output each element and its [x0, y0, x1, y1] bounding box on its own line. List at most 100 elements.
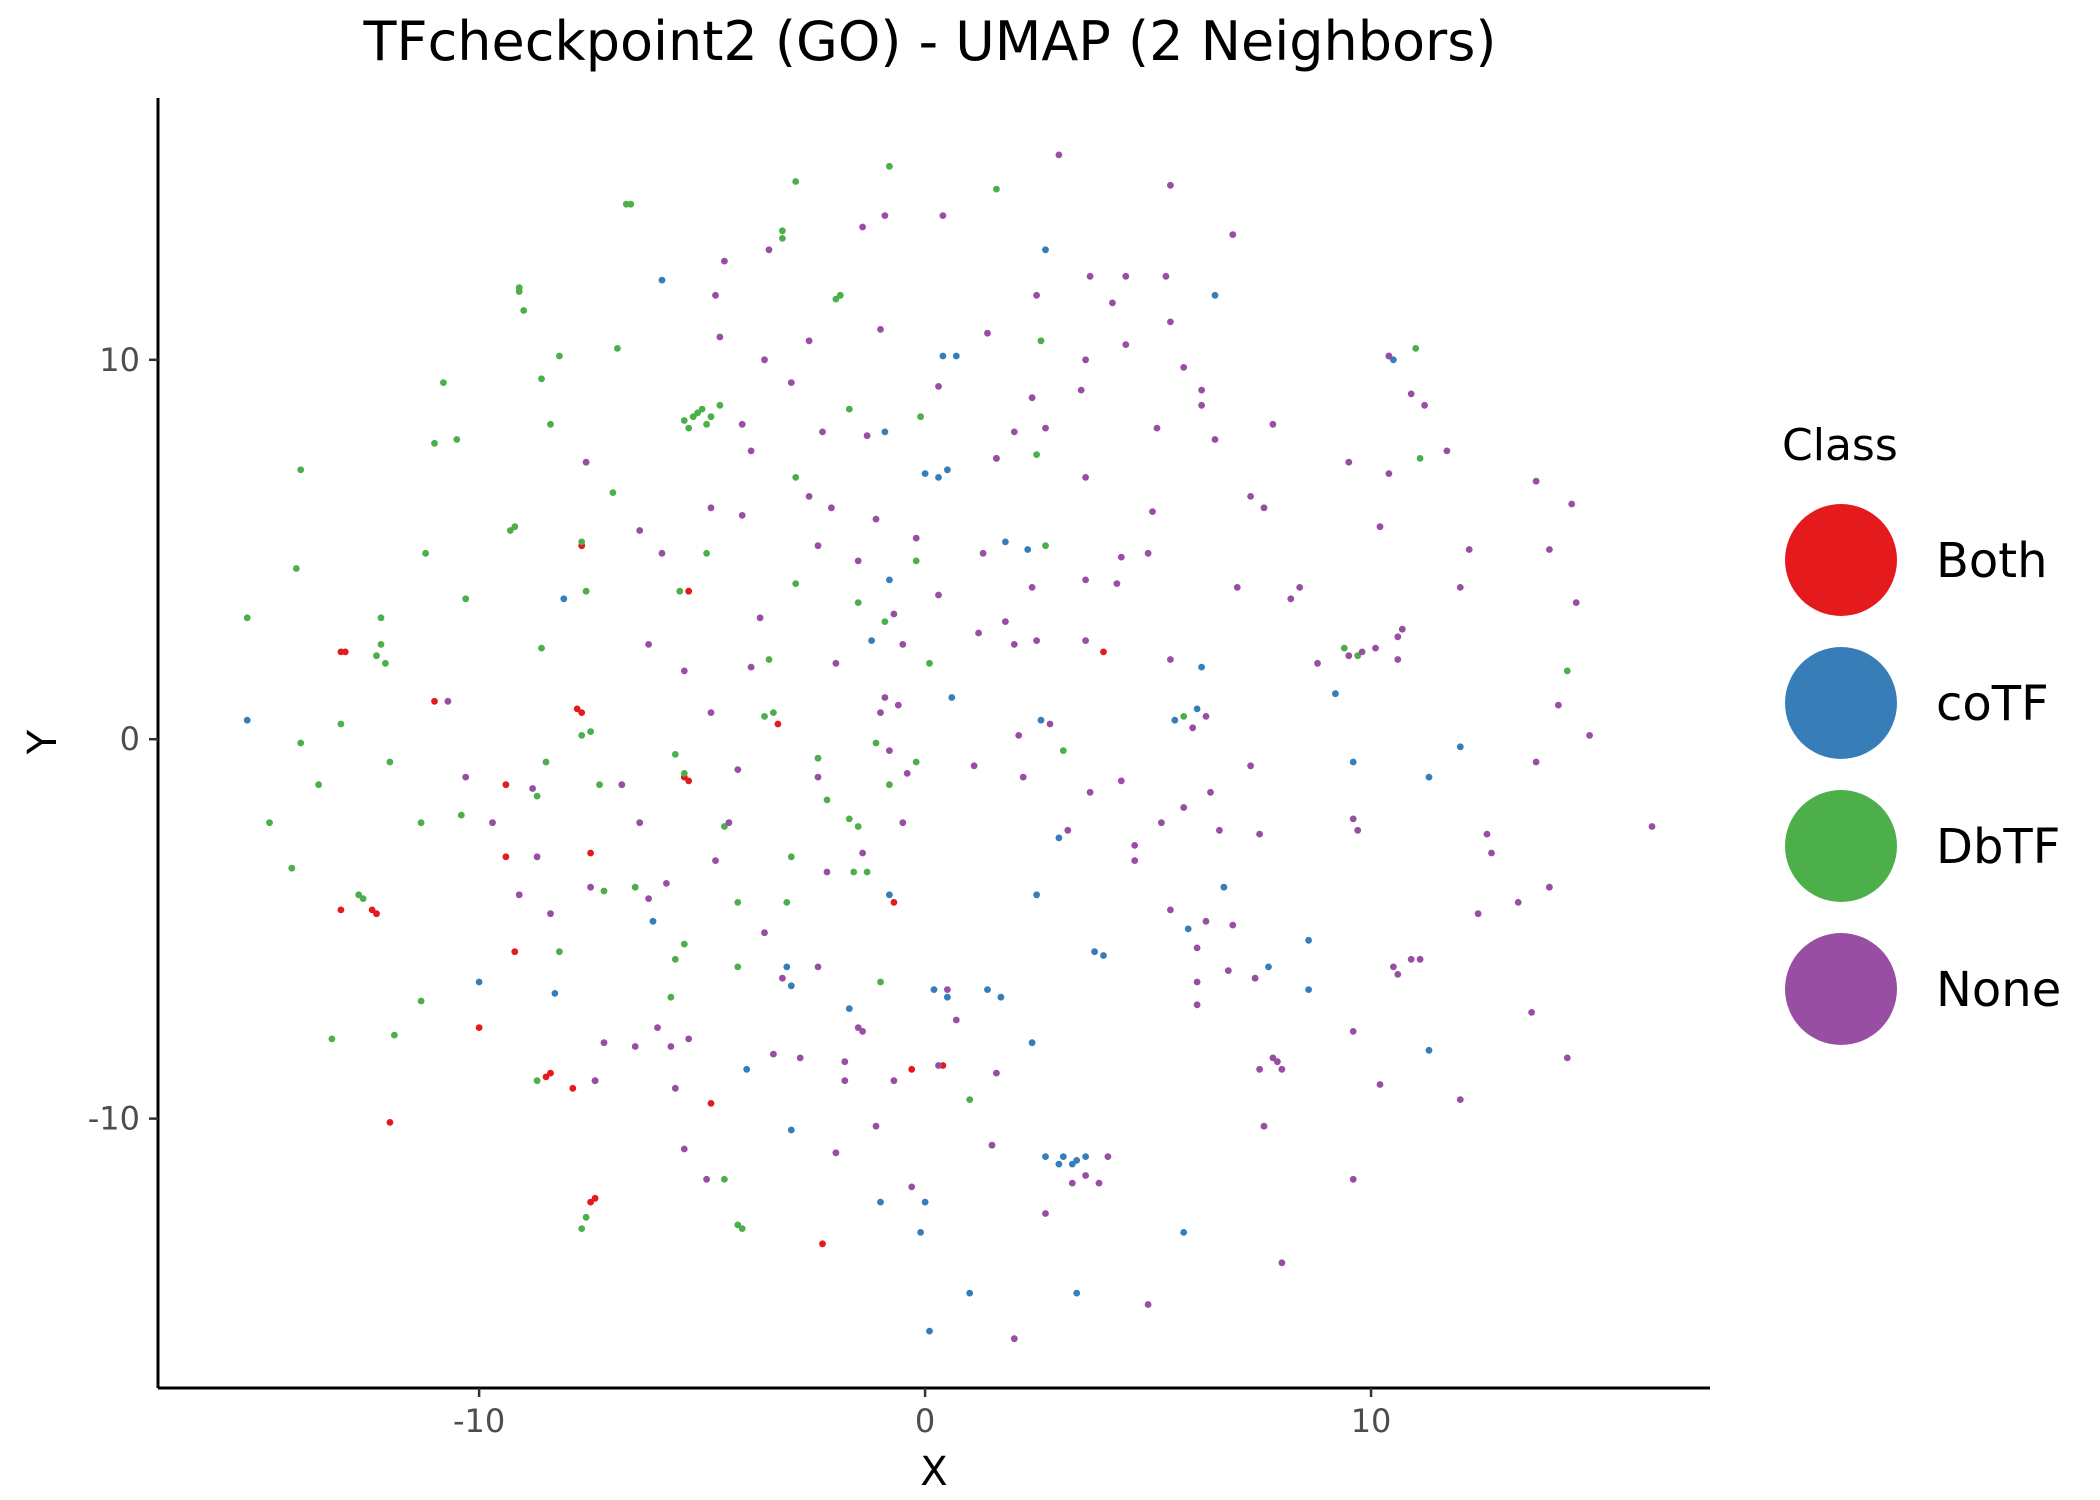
- point-cotf-16: [868, 637, 875, 644]
- point-both-8: [337, 906, 345, 914]
- point-dbtf-30: [538, 375, 545, 383]
- point-dbtf-112: [1563, 667, 1571, 675]
- point-cotf-1: [658, 276, 666, 284]
- point-none-150: [975, 629, 982, 637]
- point-cotf-28: [1055, 834, 1063, 842]
- series-cotf: [243, 246, 1464, 1335]
- point-dbtf-16: [391, 1031, 398, 1039]
- point-none-191: [765, 246, 773, 254]
- point-dbtf-75: [779, 227, 786, 235]
- point-none-193: [645, 641, 652, 648]
- point-dbtf-7: [328, 1035, 336, 1043]
- point-none-71: [1483, 830, 1491, 838]
- point-both-14: [475, 1024, 483, 1031]
- point-none-197: [636, 527, 644, 534]
- point-dbtf-60: [707, 413, 715, 421]
- legend-key-dbtf: [1785, 790, 1897, 902]
- point-none-124: [1082, 356, 1089, 364]
- point-dbtf-37: [533, 1077, 541, 1085]
- point-dbtf-50: [627, 200, 635, 208]
- point-none-32: [890, 1077, 898, 1085]
- y-axis-title: Y: [20, 729, 66, 755]
- point-dbtf-106: [912, 758, 920, 766]
- point-none-51: [1224, 967, 1232, 974]
- point-none-138: [819, 428, 826, 436]
- y-axis-ticks: -10 0 10: [88, 341, 158, 1138]
- point-none-23: [796, 1054, 804, 1062]
- point-none-12: [654, 1024, 661, 1031]
- point-dbtf-19: [440, 379, 447, 386]
- point-dbtf-45: [582, 1213, 590, 1221]
- point-dbtf-38: [578, 538, 586, 546]
- point-cotf-52: [1305, 936, 1312, 944]
- point-cotf-37: [1100, 952, 1107, 959]
- point-none-189: [721, 257, 728, 265]
- point-none-47: [1193, 944, 1201, 952]
- point-dbtf-93: [877, 978, 884, 986]
- point-none-10: [591, 1077, 599, 1085]
- point-none-164: [1216, 826, 1223, 834]
- point-none-43: [1095, 1179, 1103, 1187]
- point-none-94: [1532, 477, 1540, 485]
- point-none-180: [877, 709, 884, 716]
- point-none-24: [814, 963, 822, 971]
- point-both-29: [1100, 648, 1107, 656]
- point-none-75: [1563, 1054, 1571, 1062]
- point-cotf-35: [1042, 1153, 1049, 1160]
- point-none-11: [645, 895, 652, 902]
- point-cotf-11: [886, 891, 893, 899]
- point-cotf-22: [939, 352, 947, 360]
- point-cotf-54: [1349, 758, 1357, 766]
- point-none-200: [738, 420, 746, 428]
- point-none-70: [1474, 910, 1482, 918]
- point-none-72: [1488, 849, 1495, 857]
- point-none-1: [462, 773, 470, 781]
- point-cotf-34: [1055, 1160, 1063, 1168]
- point-dbtf-105: [886, 781, 893, 789]
- point-none-145: [899, 819, 907, 827]
- point-dbtf-25: [506, 527, 514, 534]
- point-none-17: [685, 1035, 693, 1043]
- point-none-91: [1443, 447, 1451, 455]
- point-none-154: [1019, 773, 1027, 781]
- point-none-188: [712, 291, 719, 299]
- point-both-20: [591, 1194, 599, 1202]
- point-none-190: [716, 333, 724, 341]
- point-both-18: [386, 1119, 394, 1126]
- point-none-5: [533, 853, 541, 861]
- legend-label-none: None: [1936, 962, 2061, 1018]
- point-none-99: [1385, 470, 1393, 477]
- point-none-2: [489, 819, 496, 827]
- point-none-45: [1144, 1301, 1152, 1308]
- point-none-3: [515, 891, 523, 899]
- point-none-61: [1354, 826, 1362, 834]
- point-cotf-53: [1305, 986, 1312, 993]
- point-none-157: [1086, 788, 1094, 796]
- point-dbtf-12: [377, 641, 385, 648]
- point-cotf-38: [1028, 1039, 1036, 1047]
- point-none-95: [1546, 546, 1553, 553]
- point-none-128: [1028, 394, 1036, 402]
- point-none-89: [1407, 390, 1415, 398]
- point-both-24: [890, 899, 898, 906]
- point-dbtf-72: [738, 1225, 746, 1232]
- point-none-205: [854, 557, 862, 565]
- legend: Class Both coTF DbTF None: [1782, 420, 2061, 1045]
- point-none-129: [1010, 428, 1018, 436]
- point-dbtf-100: [993, 185, 1000, 193]
- point-cotf-9: [787, 1126, 795, 1134]
- point-dbtf-13: [386, 758, 394, 766]
- legend-key-cotf: [1785, 647, 1897, 759]
- point-cotf-44: [921, 1198, 929, 1206]
- point-none-107: [1211, 436, 1219, 443]
- point-none-202: [761, 356, 768, 364]
- point-dbtf-32: [556, 352, 563, 360]
- chart-title: TFcheckpoint2 (GO) - UMAP (2 Neighbors): [363, 10, 1497, 73]
- point-none-90: [1421, 401, 1428, 409]
- point-dbtf-94: [872, 739, 880, 747]
- point-cotf-50: [1220, 883, 1228, 891]
- legend-items: Both coTF DbTF None: [1785, 504, 2061, 1045]
- point-none-52: [1229, 921, 1237, 929]
- point-dbtf-109: [1354, 652, 1362, 660]
- point-none-171: [1082, 576, 1089, 584]
